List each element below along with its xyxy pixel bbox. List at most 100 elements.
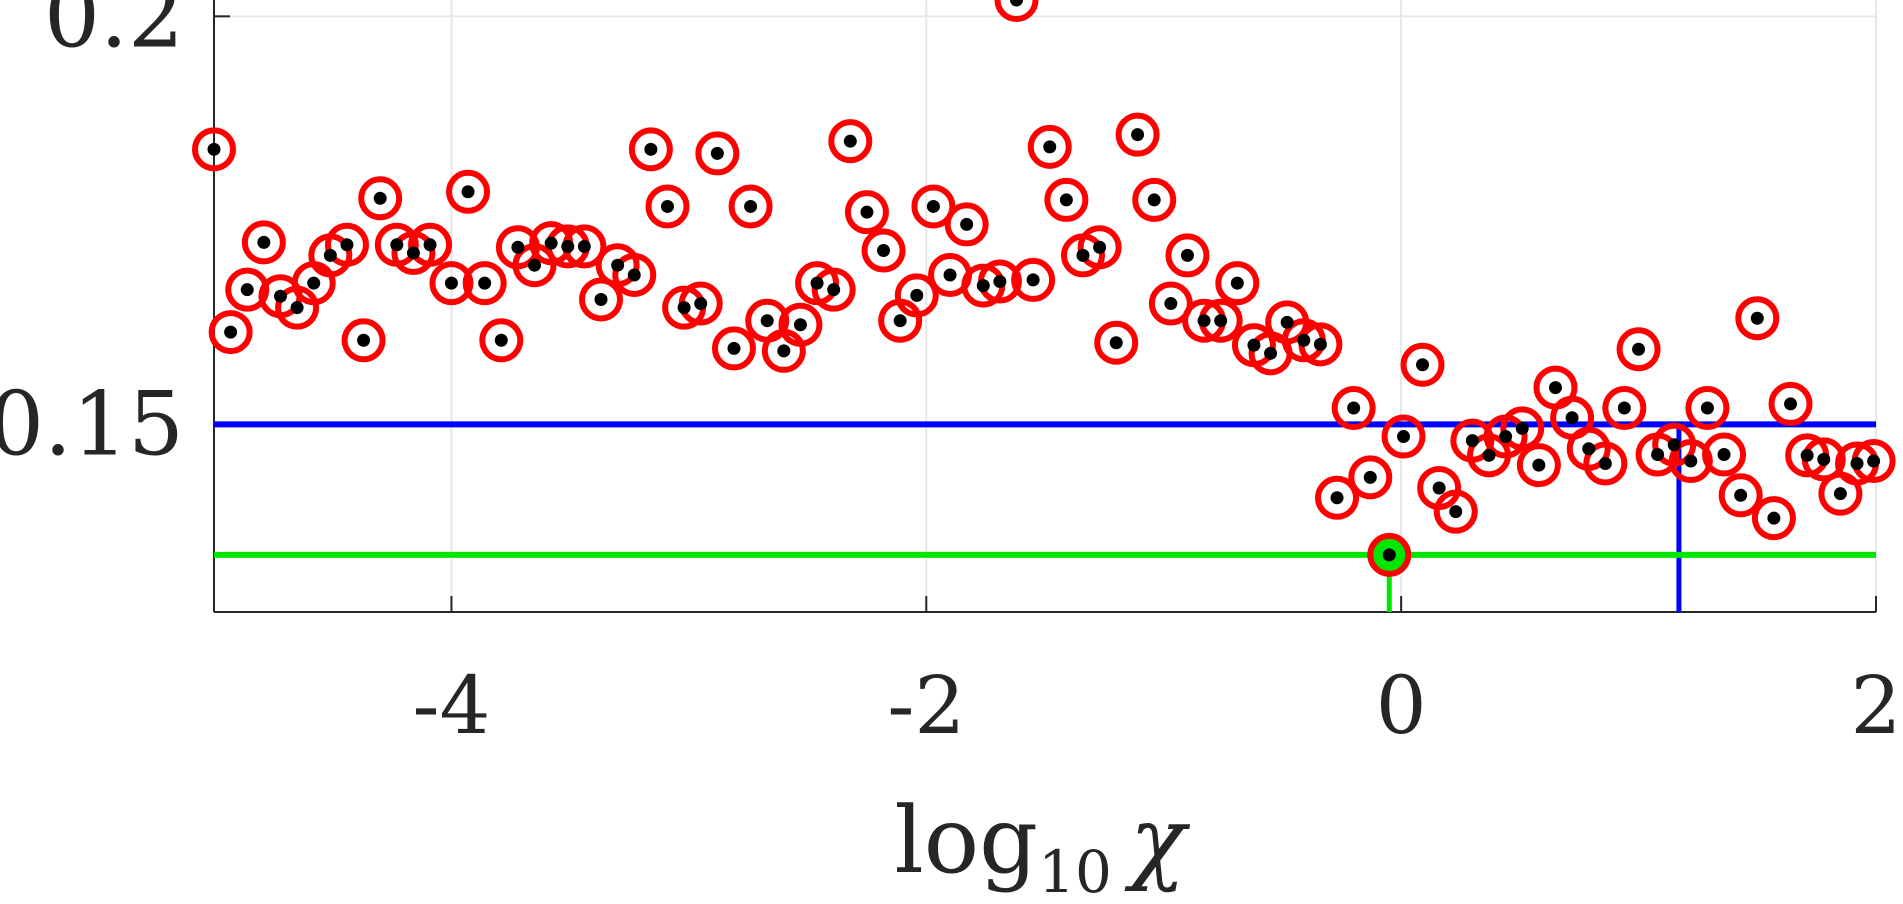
data-point bbox=[1465, 434, 1479, 448]
point-marker-ring bbox=[1077, 225, 1122, 270]
data-point bbox=[1817, 452, 1831, 466]
data-point bbox=[1264, 346, 1278, 360]
data-point bbox=[1363, 470, 1377, 484]
data-point bbox=[1717, 448, 1731, 462]
data-point bbox=[1180, 248, 1194, 262]
x-tick-label: -4 bbox=[412, 659, 490, 752]
point-marker-ring bbox=[1400, 342, 1445, 387]
data-point bbox=[1397, 430, 1411, 444]
x-tick-label: -2 bbox=[887, 659, 965, 752]
axes bbox=[213, 0, 1877, 613]
point-marker-ring bbox=[1331, 386, 1376, 430]
data-point bbox=[1582, 442, 1596, 456]
data-point bbox=[1700, 401, 1714, 415]
data-point bbox=[207, 142, 221, 156]
data-point bbox=[1197, 314, 1211, 328]
data-point bbox=[390, 238, 404, 252]
data-point bbox=[1059, 193, 1073, 207]
data-point bbox=[273, 289, 287, 303]
point-marker-ring bbox=[1616, 327, 1661, 372]
data-point bbox=[1651, 448, 1665, 462]
data-point bbox=[1147, 193, 1161, 207]
point-marker-ring bbox=[1348, 455, 1393, 500]
data-point bbox=[1214, 314, 1228, 328]
data-point bbox=[960, 217, 974, 231]
data-point bbox=[224, 325, 238, 339]
best-point-group bbox=[1367, 532, 1412, 577]
data-point bbox=[843, 134, 857, 148]
data-point bbox=[1010, 0, 1024, 7]
data-point bbox=[1850, 456, 1864, 470]
point-marker-ring bbox=[429, 261, 474, 306]
data-point bbox=[827, 283, 841, 297]
data-point bbox=[577, 239, 591, 253]
point-marker-ring bbox=[446, 169, 491, 214]
data-point bbox=[1767, 511, 1781, 525]
data-point bbox=[1093, 240, 1107, 254]
data-point bbox=[1164, 297, 1178, 311]
data-point bbox=[611, 258, 625, 272]
data-point bbox=[307, 276, 321, 290]
x-tick-label: 0 bbox=[1376, 659, 1427, 752]
data-point bbox=[644, 142, 658, 156]
y-tick-label: 0.2 bbox=[44, 0, 184, 67]
point-marker-ring bbox=[645, 184, 690, 229]
data-point bbox=[993, 275, 1007, 289]
point-marker-ring bbox=[861, 228, 906, 273]
point-marker-ring bbox=[1315, 475, 1360, 520]
data-point bbox=[810, 276, 824, 290]
point-marker-ring bbox=[1094, 320, 1139, 365]
data-point bbox=[1532, 458, 1546, 472]
data-point bbox=[1416, 358, 1430, 372]
y-tick-label: 0.15 bbox=[0, 372, 184, 475]
data-point bbox=[594, 292, 608, 306]
point-marker-ring bbox=[1381, 414, 1426, 459]
data-point bbox=[1330, 491, 1344, 505]
point-marker-ring bbox=[341, 318, 386, 363]
point-marker-ring bbox=[1768, 381, 1813, 426]
data-point bbox=[1230, 276, 1244, 290]
point-marker-ring bbox=[1685, 386, 1730, 430]
data-point bbox=[1499, 430, 1513, 444]
point-marker-ring bbox=[811, 267, 856, 312]
x-axis-label-subscript: 10 bbox=[1038, 838, 1112, 899]
reference-lines bbox=[214, 421, 1876, 612]
point-marker-ring bbox=[728, 184, 773, 229]
data-point bbox=[760, 314, 774, 328]
data-point bbox=[290, 301, 304, 315]
data-point bbox=[1109, 336, 1123, 350]
point-marker-ring bbox=[462, 261, 507, 306]
point-marker-ring bbox=[1433, 489, 1478, 534]
data-point bbox=[694, 297, 708, 311]
point-marker-ring bbox=[1602, 386, 1647, 430]
data-point bbox=[1684, 454, 1698, 468]
data-point bbox=[727, 341, 741, 355]
data-point bbox=[257, 235, 271, 249]
data-points bbox=[207, 0, 1881, 525]
data-point bbox=[1449, 505, 1463, 519]
point-marker-ring bbox=[479, 318, 524, 363]
data-point bbox=[1800, 448, 1814, 462]
data-point bbox=[877, 244, 891, 258]
data-point bbox=[373, 191, 387, 205]
data-point bbox=[627, 268, 641, 282]
data-point bbox=[461, 185, 475, 199]
point-marker-ring bbox=[1718, 473, 1763, 518]
data-point bbox=[323, 248, 337, 262]
x-axis-label-symbol: χ bbox=[1124, 787, 1191, 894]
data-point bbox=[444, 276, 458, 290]
data-point bbox=[1667, 438, 1681, 452]
point-marker-ring bbox=[711, 326, 756, 371]
data-point bbox=[544, 236, 558, 250]
point-marker-ring bbox=[358, 176, 403, 221]
tick-labels: -4 -2 0 2 0.15 0.2 bbox=[0, 0, 1901, 752]
data-point bbox=[1632, 342, 1646, 356]
data-point bbox=[860, 205, 874, 219]
data-point bbox=[406, 246, 420, 260]
data-point bbox=[677, 301, 691, 315]
data-point bbox=[777, 344, 791, 358]
data-point bbox=[340, 238, 354, 252]
data-point bbox=[926, 199, 940, 213]
